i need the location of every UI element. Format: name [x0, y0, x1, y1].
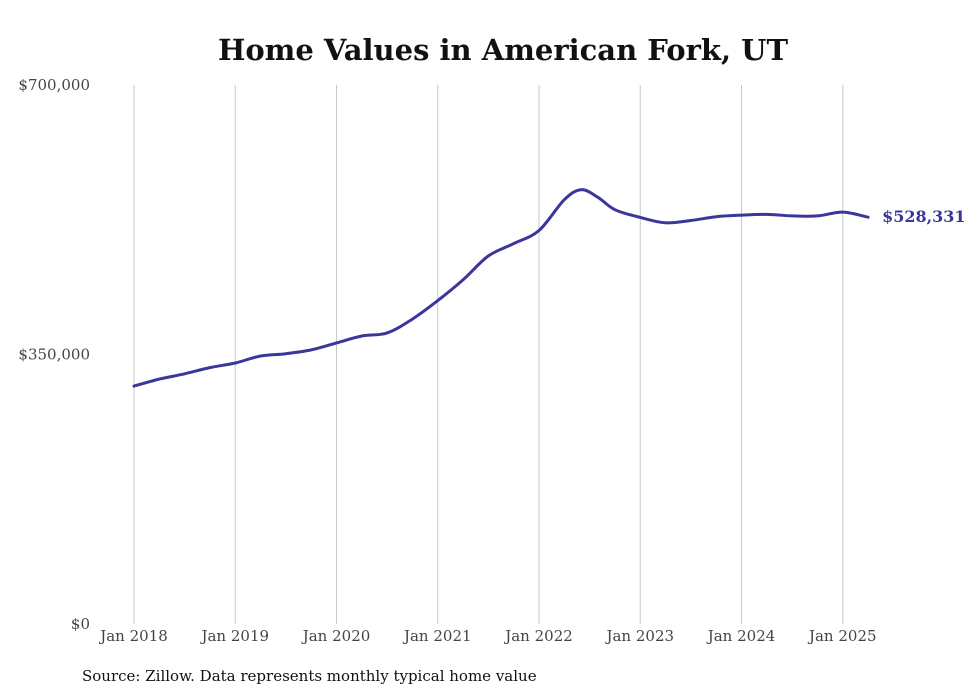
series-group: $528,331	[132, 188, 966, 388]
x-tick-label: Jan 2023	[604, 627, 674, 645]
source-note: Source: Zillow. Data represents monthly …	[82, 667, 537, 685]
x-tick-label: Jan 2021	[402, 627, 472, 645]
x-tick-label: Jan 2019	[199, 627, 269, 645]
y-tick-label: $0	[71, 615, 90, 633]
y-axis: $0 $350,000 $700,000	[18, 76, 90, 633]
x-tick-label: Jan 2020	[301, 627, 371, 645]
y-tick-label: $700,000	[18, 76, 90, 94]
grid	[133, 85, 844, 624]
x-tick-label: Jan 2025	[807, 627, 877, 645]
series-line-0	[132, 188, 870, 388]
x-tick-label: Jan 2024	[706, 627, 776, 645]
x-tick-label: Jan 2022	[503, 627, 573, 645]
y-tick-label: $350,000	[18, 346, 90, 364]
chart-title: Home Values in American Fork, UT	[218, 33, 789, 67]
x-tick-label: Jan 2018	[98, 627, 168, 645]
x-axis: Jan 2018 Jan 2019 Jan 2020 Jan 2021 Jan 2022…	[98, 627, 876, 645]
series-end-label: $528,331	[882, 207, 966, 226]
